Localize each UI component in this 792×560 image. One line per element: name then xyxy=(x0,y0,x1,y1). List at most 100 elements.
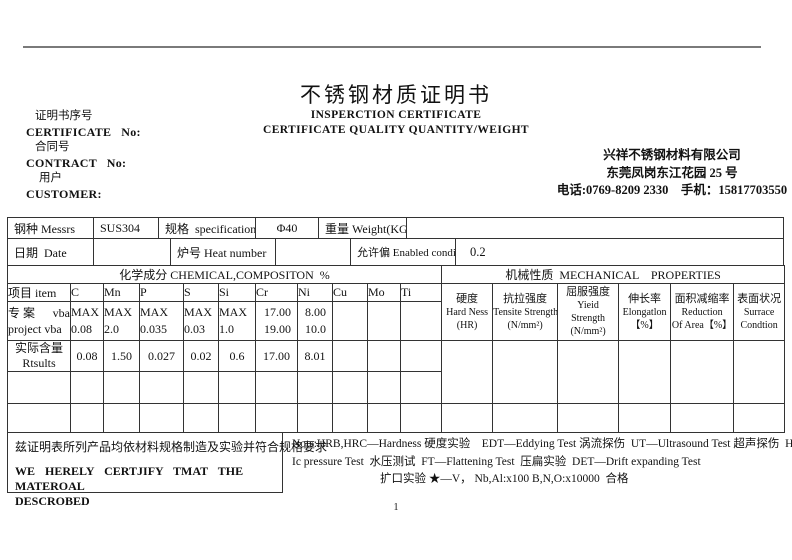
elongation-header-zh: 伸长率 xyxy=(628,292,662,305)
mech-reduction-cell xyxy=(670,340,735,404)
empty-cell xyxy=(255,403,298,433)
mech-elongation-cell xyxy=(618,340,672,404)
empty-cell xyxy=(7,371,71,404)
result-label-en: Rtsults xyxy=(22,356,56,370)
result-p: 0.027 xyxy=(139,340,184,372)
elongation-header-unit: 【%】 xyxy=(630,319,659,331)
empty-cell xyxy=(70,371,104,404)
mech-tensile-cell xyxy=(492,340,559,404)
tensile-strength-header: 抗拉强度 Tensite Strength (N/mm²) xyxy=(492,283,559,341)
element-header-p: P xyxy=(139,283,184,302)
empty-cell xyxy=(139,403,184,433)
certificate-no-label-en: CERTIFICATE No: xyxy=(26,124,141,139)
specification-label: 规格 specification xyxy=(159,218,256,238)
empty-cell xyxy=(183,371,219,404)
heat-number-label: 炉号 Heat number xyxy=(171,239,276,265)
surface-condition-header: 表面状况 Surrace Condtion xyxy=(733,283,786,341)
note-line-3: 扩口实验 ★—V， Nb,Al:x100 B,N,O:x10000 合格 xyxy=(380,473,629,485)
company-address: 东莞凤岗东江花园 25 号 xyxy=(606,165,738,180)
company-block: 兴祥不锈钢材料有限公司 东莞凤岗东江花园 25 号 电话:0769-8209 2… xyxy=(553,147,791,200)
mech-yield-cell xyxy=(557,340,620,404)
company-name: 兴祥不锈钢材料有限公司 xyxy=(603,148,741,162)
mech-hardness-cell xyxy=(441,340,494,404)
spec-cr-max: 19.00 xyxy=(264,322,291,336)
empty-cell xyxy=(492,403,559,433)
surface-header-en2: Condtion xyxy=(740,319,778,331)
hardness-header-zh: 硬度 xyxy=(456,292,479,305)
page-number: 1 xyxy=(393,502,399,513)
yield-header-en2: Strength xyxy=(571,313,605,324)
result-c: 0.08 xyxy=(70,340,104,372)
spec-mn-max: MAX xyxy=(104,305,133,319)
result-row: 实际含量 Rtsults 0.08 1.50 0.027 0.02 0.6 17… xyxy=(7,340,786,404)
surface-header-en1: Surrace xyxy=(743,306,775,318)
spec-si-value: 1.0 xyxy=(219,322,235,336)
result-si: 0.6 xyxy=(218,340,256,372)
date-value xyxy=(94,239,171,265)
steel-grade-label: 钢种 Messrs xyxy=(8,218,94,238)
result-s: 0.02 xyxy=(183,340,219,372)
heat-number-value xyxy=(276,239,351,265)
empty-cell xyxy=(367,403,401,433)
empty-cell xyxy=(255,371,298,404)
spec-ni-max: 10.0 xyxy=(305,322,326,336)
element-header-mo: Mo xyxy=(367,283,401,302)
element-header-mn: Mn xyxy=(103,283,140,302)
result-cu xyxy=(332,340,368,372)
spec-cr: 17.00 19.00 xyxy=(255,301,298,341)
specification-value: Φ40 xyxy=(256,218,319,238)
empty-cell xyxy=(7,403,71,433)
hardness-header-en: Hard Ness xyxy=(446,306,489,318)
result-mn: 1.50 xyxy=(103,340,140,372)
spec-cu xyxy=(332,301,368,341)
empty-cell xyxy=(218,403,256,433)
empty-cell xyxy=(139,371,184,404)
mech-surface-cell xyxy=(733,340,786,404)
element-header-cr: Cr xyxy=(255,283,298,302)
contract-no-label-zh: 合同号 xyxy=(35,141,70,154)
chemical-section-header: 化学成分 CHEMICAL,COMPOSITON % xyxy=(6,265,443,284)
spec-p-max: MAX xyxy=(140,305,169,319)
reference-block: 证明书序号 CERTIFICATE No: 合同号 CONTRACT No: 用… xyxy=(26,109,141,203)
spec-row-label: 专 案 vba project vba xyxy=(7,301,71,341)
mechanical-section-header: 机械性质 MECHANICAL PROPERTIES xyxy=(441,265,786,284)
hardness-header: 硬度 Hard Ness (HR) xyxy=(441,283,494,341)
yield-strength-header: 屈服强度 Yieid Strength (N/mm²) xyxy=(557,283,620,341)
customer-label-en: CUSTOMER: xyxy=(26,186,102,201)
reduction-header-en1: Reduction xyxy=(681,306,723,318)
section-header-row: 化学成分 CHEMICAL,COMPOSITON % 机械性质 MECHANIC… xyxy=(6,265,786,284)
empty-cell xyxy=(618,403,672,433)
empty-cell xyxy=(399,403,443,433)
element-header-ni: Ni xyxy=(297,283,333,302)
spec-mn-value: 2.0 xyxy=(104,322,120,336)
declaration-box: 兹证明表所列产品均依材料规格制造及实验并符合规格要求 WE HERELY CER… xyxy=(7,432,327,508)
declaration-en-line1: WE HERELY CERTJIFY TMAT THE MATEROAL xyxy=(15,464,244,493)
surface-header-zh: 表面状况 xyxy=(737,292,782,305)
item-header: 项目 item xyxy=(7,283,71,302)
element-header-si: Si xyxy=(218,283,256,302)
steel-grade-value: SUS304 xyxy=(94,218,159,238)
reduction-header-en2: Of Area【%】 xyxy=(671,319,733,331)
spec-si-max: MAX xyxy=(219,305,248,319)
composition-properties-table: 化学成分 CHEMICAL,COMPOSITON % 机械性质 MECHANIC… xyxy=(6,265,786,433)
column-header-row: 项目 item C Mn P S Si Cr Ni Cu Mo Ti 硬度 Ha… xyxy=(7,283,786,341)
elongation-header-en: Elongatlon xyxy=(622,306,667,318)
empty-cell xyxy=(297,403,333,433)
notes-block: Nots:HRB,HRC—Hardness 硬度实验 EDT—Eddying T… xyxy=(283,432,792,493)
element-header-ti: Ti xyxy=(399,283,443,302)
result-ti xyxy=(399,340,443,372)
tensile-header-unit: (N/mm²) xyxy=(507,319,543,331)
weight-label: 重量 Weight(KG) xyxy=(319,218,407,238)
spec-c: MAX 0.08 xyxy=(70,301,104,341)
spec-label-x: vba xyxy=(52,306,70,320)
spec-p-value: 0.035 xyxy=(140,322,168,336)
empty-cell xyxy=(399,371,443,404)
yield-header-zh: 屈服强度 xyxy=(566,286,611,298)
customer-label-zh: 用户 xyxy=(39,172,62,185)
info-row-steel: 钢种 Messrs SUS304 规格 specification Φ40 重量… xyxy=(7,217,784,239)
document-subtitle-1: INSPERCTION CERTIFICATE xyxy=(310,109,482,121)
empty-cell xyxy=(441,403,494,433)
spec-ni-min: 8.00 xyxy=(305,305,326,319)
spec-s-max: MAX xyxy=(184,305,213,319)
